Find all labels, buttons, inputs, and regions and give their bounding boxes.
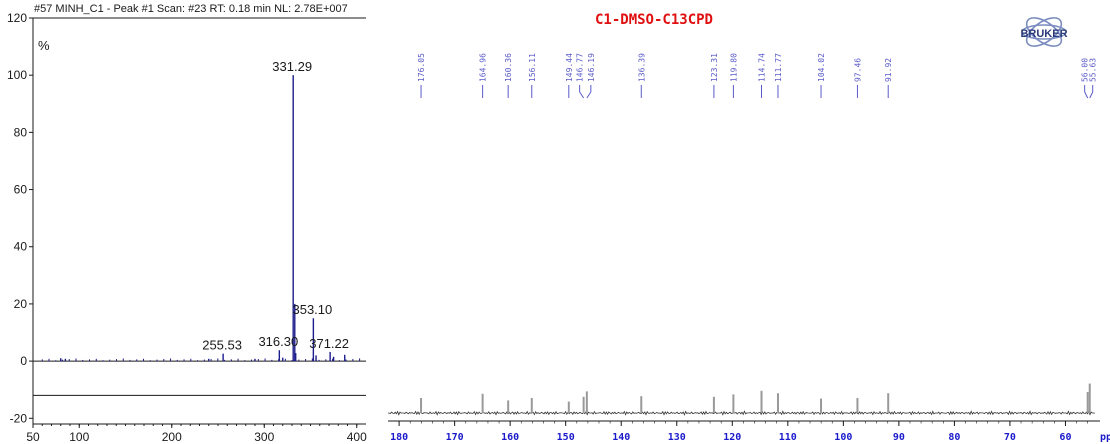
peak-label: 331.29 [272, 59, 312, 74]
peak-marker-connector [580, 92, 584, 98]
y-tick-label: 20 [14, 297, 28, 311]
peak-shift-label: 55.63 [1089, 58, 1098, 82]
x-tick-label: 170 [446, 432, 464, 443]
peak-shift-label: 114.74 [757, 53, 766, 82]
peak-label: 316.30 [258, 334, 298, 349]
x-tick-label: 80 [948, 432, 960, 443]
peak-marker-connector [1090, 92, 1093, 98]
nmr-spectrum-chart: C1-DMSO-C13CPD BRUKER 176.05 164.96 160.36… [388, 0, 1110, 444]
mass-spectrum-chart: #57 MINH_C1 - Peak #1 Scan: #23 RT: 0.18… [0, 0, 372, 444]
nmr-spectrum-panel: C1-DMSO-C13CPD BRUKER 176.05 164.96 160.36… [388, 0, 1110, 444]
x-tick-label: 300 [254, 430, 274, 444]
y-tick-label: 40 [14, 240, 28, 254]
peak-shift-label: 160.36 [504, 53, 513, 82]
x-tick-label: 200 [162, 430, 182, 444]
x-tick-label: 110 [779, 432, 797, 443]
x-tick-label: 160 [501, 432, 519, 443]
chart-title: C1-DMSO-C13CPD [595, 12, 713, 28]
x-tick-label: 90 [893, 432, 905, 443]
peak-shift-label: 91.92 [884, 58, 893, 82]
peak-shift-label: 104.02 [817, 53, 826, 82]
peak-marker-connector [1085, 92, 1088, 98]
peak-shift-label: 164.96 [479, 53, 488, 82]
x-tick-label: 180 [390, 432, 408, 443]
x-tick-label: 130 [668, 432, 686, 443]
y-tick-label: 60 [14, 183, 28, 197]
peak-shift-label: 146.19 [587, 53, 596, 82]
y-tick-label: 0 [20, 354, 27, 368]
x-tick-label: 400 [347, 430, 367, 444]
chart-title: #57 MINH_C1 - Peak #1 Scan: #23 RT: 0.18… [34, 3, 348, 15]
peak-label: 255.53 [202, 338, 242, 353]
peak-shift-label: 123.31 [710, 53, 719, 82]
y-axis-label: % [38, 38, 50, 53]
nmr-baseline-noise [388, 411, 1095, 415]
peak-shift-label: 119.80 [729, 53, 738, 82]
x-tick-label: 100 [834, 432, 852, 443]
y-tick-label: 120 [7, 11, 27, 25]
peak-marker-connector [587, 92, 591, 98]
peak-shift-label: 156.11 [528, 53, 537, 82]
y-tick-label: 80 [14, 125, 28, 139]
x-tick-label: 140 [612, 432, 630, 443]
peak-label: 353.10 [292, 302, 332, 317]
peak-shift-label: 136.39 [637, 53, 646, 82]
x-tick-label: 120 [723, 432, 741, 443]
peak-shift-label: 146.77 [576, 53, 585, 82]
peak-shift-label: 176.05 [417, 53, 426, 82]
x-tick-label: 100 [69, 430, 89, 444]
bruker-logo-text: BRUKER [1020, 28, 1067, 40]
x-tick-label: 70 [1004, 432, 1016, 443]
peak-shift-label: 111.77 [774, 53, 783, 82]
y-tick-label: 100 [7, 68, 27, 82]
x-tick-label: 150 [557, 432, 575, 443]
peak-shift-label: 149.44 [565, 53, 574, 82]
peak-shift-label: 97.46 [853, 58, 862, 82]
mass-spectrum-panel: #57 MINH_C1 - Peak #1 Scan: #23 RT: 0.18… [0, 0, 372, 444]
y-tick-label: -20 [10, 411, 28, 425]
x-axis-unit-label: ppm [1100, 432, 1110, 443]
peak-label: 371.22 [309, 336, 349, 351]
x-tick-label: 60 [1059, 432, 1071, 443]
x-tick-label: 50 [26, 430, 40, 444]
